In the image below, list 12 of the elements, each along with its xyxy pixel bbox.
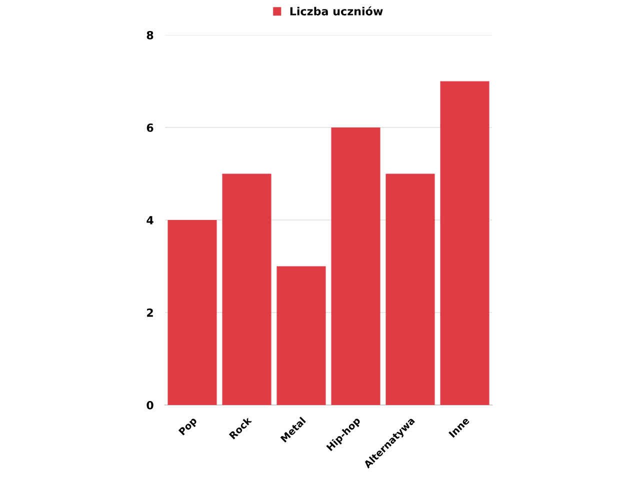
bar (168, 220, 217, 405)
y-tick-label: 4 (146, 216, 154, 224)
bar (386, 174, 435, 405)
bar (276, 266, 326, 405)
bar (222, 174, 272, 405)
legend-label: Liczba uczniów (290, 6, 383, 16)
y-tick-label: 0 (146, 400, 154, 410)
y-tick-label: 2 (147, 308, 153, 317)
y-tick-label: 8 (146, 30, 154, 40)
bar (331, 128, 380, 405)
bar (440, 81, 490, 405)
y-tick-label: 6 (146, 123, 154, 132)
